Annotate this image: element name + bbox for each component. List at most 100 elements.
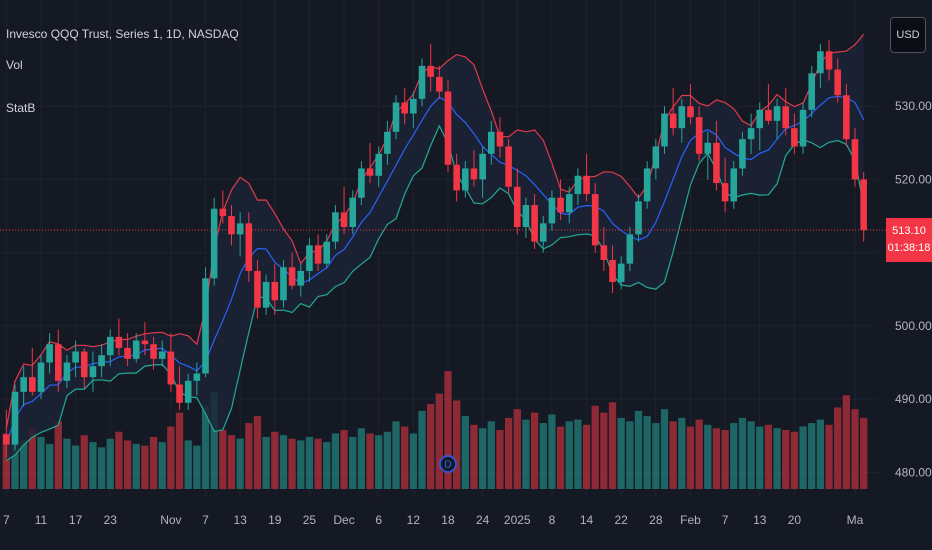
volume-bar bbox=[522, 419, 530, 489]
candle-body bbox=[669, 113, 677, 129]
volume-bar bbox=[175, 412, 184, 489]
volume-bar bbox=[453, 400, 461, 489]
candle-body bbox=[262, 281, 270, 308]
candle-body bbox=[132, 340, 140, 359]
volume-bar bbox=[816, 419, 825, 489]
middle-band-line bbox=[5, 95, 865, 445]
volume-bar bbox=[764, 424, 773, 489]
price-tick-label: 520.00 bbox=[895, 172, 932, 186]
candle-body bbox=[462, 168, 469, 191]
volume-bar bbox=[349, 436, 357, 489]
volume-bar bbox=[634, 410, 643, 489]
time-axis[interactable]: 7 11 17 23 Nov 7 13 19 25 Dec 6 12 18 24 2025 8 14 22 28 Fe… bbox=[3, 513, 864, 527]
volume-bar bbox=[790, 431, 799, 489]
volume-bar bbox=[860, 417, 868, 489]
candle-body bbox=[72, 351, 79, 363]
event-marker-label: D bbox=[444, 460, 451, 471]
volume-bar bbox=[331, 433, 340, 489]
volume-bar bbox=[20, 440, 28, 489]
candle-body bbox=[747, 128, 755, 140]
chart-title: Invesco QQQ Trust, Series 1, 1D, NASDAQ bbox=[6, 27, 239, 41]
volume-bar bbox=[54, 421, 62, 489]
volume-bar bbox=[409, 433, 417, 489]
candle-body bbox=[427, 65, 434, 77]
volume-bar bbox=[80, 435, 88, 489]
candle-body bbox=[219, 208, 227, 217]
volume-bar bbox=[418, 410, 426, 489]
bar-countdown: 01:38:18 bbox=[887, 241, 931, 254]
time-tick-label: 25 bbox=[303, 513, 317, 527]
candle-body bbox=[496, 131, 504, 147]
candle-body bbox=[288, 267, 296, 286]
candle-body bbox=[210, 208, 218, 279]
price-tick-label: 480.00 bbox=[895, 465, 932, 479]
statb-legend-label[interactable]: StatB bbox=[6, 101, 36, 115]
volume-bar bbox=[608, 402, 617, 489]
candle-body bbox=[375, 153, 383, 176]
volume-bar bbox=[297, 440, 305, 489]
candle-body bbox=[106, 336, 114, 356]
time-tick-label: 23 bbox=[104, 513, 118, 527]
time-tick-label: 8 bbox=[549, 513, 556, 527]
candle-body bbox=[150, 344, 157, 359]
volume-bar bbox=[184, 440, 192, 489]
volume-bar bbox=[132, 443, 140, 489]
candle-body bbox=[410, 98, 417, 114]
candle-body bbox=[470, 168, 478, 180]
event-markers[interactable]: D⚡ bbox=[439, 455, 932, 473]
candle-body bbox=[739, 139, 746, 169]
volume-bar bbox=[539, 423, 547, 489]
volume-bar bbox=[210, 391, 218, 489]
volume-bar bbox=[704, 424, 712, 489]
volume-bar bbox=[262, 436, 270, 489]
candle-body bbox=[756, 109, 764, 129]
volume-bar bbox=[652, 423, 660, 489]
volume-bar bbox=[643, 416, 651, 489]
time-tick-label: 18 bbox=[441, 513, 455, 527]
candle-body bbox=[401, 102, 408, 114]
volume-bar bbox=[392, 421, 400, 489]
volume-bar bbox=[565, 421, 573, 489]
volume-bar bbox=[89, 442, 97, 489]
candle-body bbox=[765, 109, 772, 121]
volume-bar bbox=[219, 430, 227, 489]
volume-bar bbox=[288, 438, 296, 489]
candle-body bbox=[713, 142, 720, 184]
time-tick-label: 13 bbox=[233, 513, 247, 527]
volume-bar bbox=[730, 423, 738, 489]
band-fill bbox=[6, 34, 864, 461]
candle-body bbox=[721, 183, 729, 202]
candle-body bbox=[626, 234, 634, 264]
candle-body bbox=[202, 278, 209, 374]
volume-legend-label[interactable]: Vol bbox=[6, 58, 23, 72]
volume-bar bbox=[626, 421, 634, 489]
volume-bar bbox=[115, 431, 123, 489]
volume-bar bbox=[487, 421, 495, 489]
time-tick-label: Nov bbox=[160, 513, 181, 527]
candle-body bbox=[799, 109, 807, 147]
candle-body bbox=[280, 267, 287, 301]
candle-body bbox=[80, 351, 88, 378]
volume-bar bbox=[245, 423, 253, 489]
candle-body bbox=[609, 259, 616, 282]
time-tick-label: 12 bbox=[407, 513, 421, 527]
candle-body bbox=[661, 113, 668, 147]
candle-body bbox=[825, 51, 833, 70]
candle-body bbox=[817, 51, 824, 74]
volume-bar bbox=[747, 421, 755, 489]
lower-band-line bbox=[5, 124, 865, 462]
last-price-value: 513.10 bbox=[892, 224, 926, 237]
currency-button[interactable]: USD bbox=[890, 17, 926, 53]
candle-body bbox=[487, 131, 495, 154]
volume-bar bbox=[28, 428, 36, 489]
volume-bar bbox=[660, 409, 669, 489]
volume-bar bbox=[678, 417, 686, 489]
candle-body bbox=[436, 76, 443, 92]
volume-bar bbox=[227, 435, 236, 489]
time-tick-label: 20 bbox=[788, 513, 802, 527]
time-tick-label: 17 bbox=[69, 513, 83, 527]
volume-bars bbox=[2, 371, 868, 489]
volume-bar bbox=[340, 430, 348, 489]
volume-bar bbox=[305, 436, 314, 489]
